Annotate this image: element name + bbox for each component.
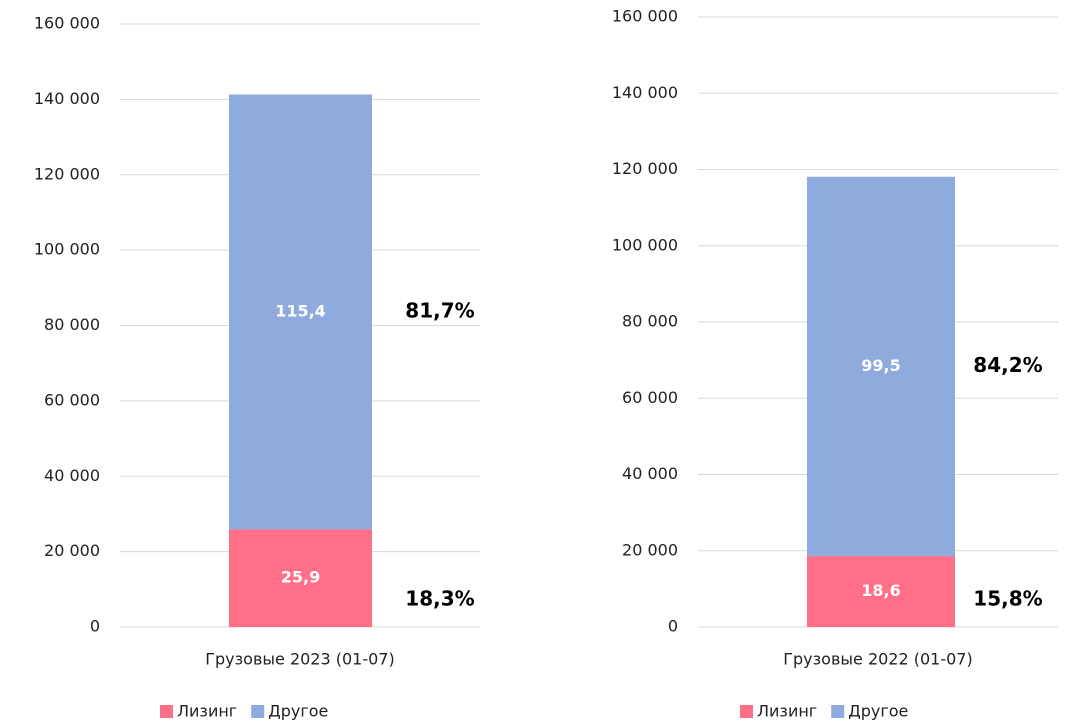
share-label: 15,8% bbox=[973, 587, 1042, 611]
y-tick-label: 60 000 bbox=[44, 390, 100, 409]
bar-segment bbox=[229, 529, 372, 627]
value-label: 25,9 bbox=[281, 568, 320, 587]
y-tick-label: 20 000 bbox=[44, 541, 100, 560]
legend-label: Другое bbox=[268, 702, 328, 721]
y-tick-label: 140 000 bbox=[34, 89, 100, 108]
y-tick-label: 40 000 bbox=[622, 464, 678, 483]
legend-swatch bbox=[740, 705, 753, 718]
bar-segment bbox=[807, 176, 955, 557]
value-label: 99,5 bbox=[861, 356, 900, 375]
legend-label: Лизинг bbox=[177, 702, 237, 721]
y-tick-label: 160 000 bbox=[612, 7, 678, 26]
y-tick-label: 80 000 bbox=[44, 315, 100, 334]
y-tick-label: 80 000 bbox=[622, 312, 678, 331]
y-tick-label: 160 000 bbox=[34, 14, 100, 33]
y-tick-label: 60 000 bbox=[622, 388, 678, 407]
value-label: 18,6 bbox=[861, 581, 900, 600]
share-label: 18,3% bbox=[405, 587, 474, 611]
share-label: 84,2% bbox=[973, 353, 1042, 377]
legend-label: Другое bbox=[848, 702, 908, 721]
share-label: 81,7% bbox=[405, 298, 474, 322]
y-tick-label: 140 000 bbox=[612, 83, 678, 102]
legend-swatch bbox=[831, 705, 845, 718]
value-label: 115,4 bbox=[275, 301, 326, 320]
y-tick-label: 100 000 bbox=[34, 240, 100, 259]
legend-swatch bbox=[251, 705, 265, 718]
y-tick-label: 120 000 bbox=[612, 159, 678, 178]
y-tick-label: 40 000 bbox=[44, 466, 100, 485]
y-tick-label: 100 000 bbox=[612, 235, 678, 254]
bar-segment bbox=[807, 556, 955, 627]
bar-segment bbox=[229, 94, 372, 530]
legend-swatch bbox=[160, 705, 173, 718]
x-tick-label: Грузовые 2022 (01-07) bbox=[783, 650, 972, 669]
y-tick-label: 0 bbox=[90, 617, 100, 636]
y-tick-label: 0 bbox=[668, 617, 678, 636]
y-tick-label: 20 000 bbox=[622, 540, 678, 559]
x-tick-label: Грузовые 2023 (01-07) bbox=[205, 650, 394, 669]
y-tick-label: 120 000 bbox=[34, 164, 100, 183]
legend-label: Лизинг bbox=[757, 702, 817, 721]
